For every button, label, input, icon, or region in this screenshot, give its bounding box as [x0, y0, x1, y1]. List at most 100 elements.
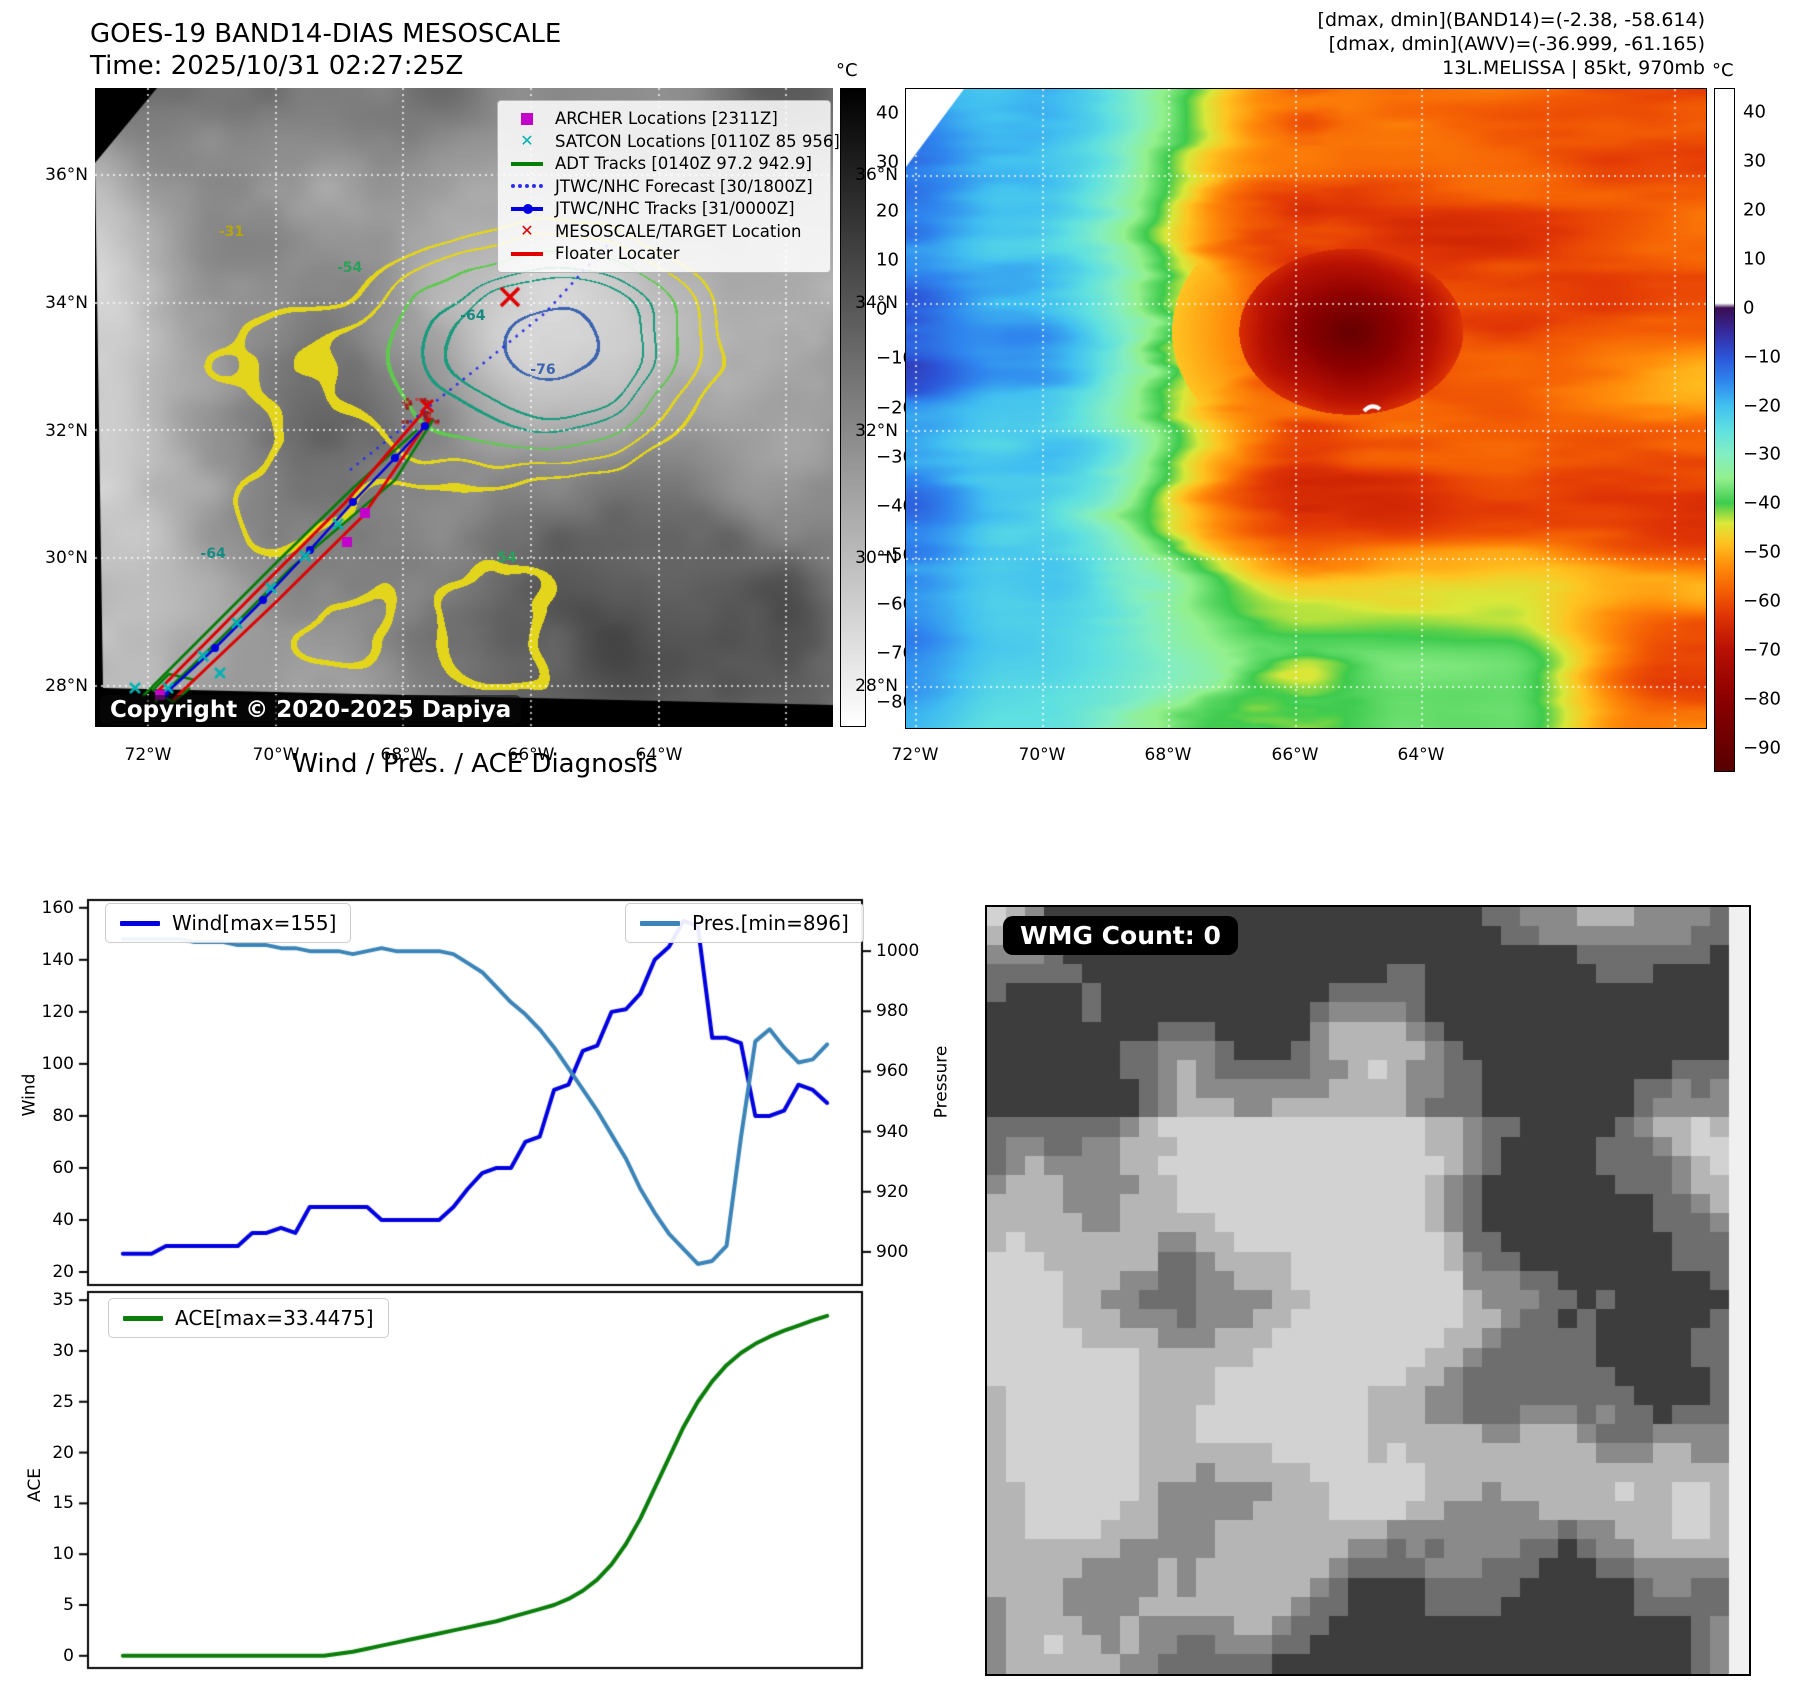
- lat-tick-label: 30°N: [855, 548, 898, 569]
- lon-tick-label: 64°W: [1397, 745, 1445, 765]
- y-tick-label: 1000: [876, 941, 920, 962]
- y-tick-label: 920: [876, 1181, 909, 1202]
- band14-map-legend: ARCHER Locations [2311Z] ✕ SATCON Location…: [497, 100, 840, 273]
- lon-tick-label: 70°W: [252, 745, 300, 765]
- colorbar-tick-label: −20: [876, 397, 914, 418]
- colorbar-tick-label: 30: [1743, 150, 1766, 172]
- diagnosis-charts-canvas: [0, 880, 980, 1690]
- wind-legend-label: Wind[max=155]: [172, 911, 337, 935]
- lon-tick-label: 66°W: [1271, 745, 1319, 765]
- y-tick-label: 20: [52, 1261, 74, 1282]
- colorbar-tick-label: −70: [1743, 639, 1781, 661]
- line-dot-marker-icon: [508, 201, 546, 217]
- colorbar-tick-label: −80: [1743, 688, 1781, 710]
- colorbar-tick-label: −20: [1743, 395, 1781, 417]
- y-tick-label: 20: [52, 1442, 74, 1463]
- awv-storm-status: 13L.MELISSA | 85kt, 970mb: [1442, 57, 1705, 79]
- contour-label: -54: [336, 260, 363, 277]
- colorbar-tick-label: −80: [876, 691, 914, 713]
- colorbar-tick-label: −50: [1743, 541, 1781, 563]
- y-tick-label: 40: [52, 1209, 74, 1230]
- band14-time: Time: 2025/10/31 02:27:25Z: [90, 51, 464, 81]
- y-tick-label: 0: [63, 1645, 74, 1666]
- y-tick-label: 15: [52, 1493, 74, 1514]
- x-marker-icon: ✕: [520, 131, 534, 151]
- band14-title: GOES-19 BAND14-DIAS MESOSCALE: [90, 19, 562, 49]
- colorbar-tick-label: −40: [1743, 492, 1781, 514]
- y-tick-label: 35: [52, 1290, 74, 1311]
- y-tick-label: 100: [41, 1053, 74, 1074]
- band14-colorbar-unit: °C: [836, 60, 858, 81]
- colorbar-tick-label: −60: [1743, 590, 1781, 612]
- legend-item: JTWC/NHC Forecast [30/1800Z]: [508, 177, 820, 197]
- colorbar-tick-label: 10: [1743, 248, 1766, 270]
- lon-tick-label: 68°W: [380, 745, 428, 765]
- y-tick-label: 900: [876, 1241, 909, 1262]
- pressure-legend-label: Pres.[min=896]: [692, 911, 849, 935]
- contour-label: -76: [530, 362, 556, 379]
- line-marker-icon: [508, 246, 546, 262]
- lat-tick-label: 36°N: [45, 164, 88, 185]
- lat-tick-label: 36°N: [855, 164, 898, 185]
- colorbar-tick-label: 20: [1743, 199, 1766, 221]
- y-tick-label: 960: [876, 1061, 909, 1082]
- colorbar-tick-label: −60: [876, 593, 914, 615]
- diagnosis-chart-title: Wind / Pres. / ACE Diagnosis: [292, 749, 658, 779]
- lat-tick-label: 34°N: [45, 292, 88, 313]
- colorbar-tick-label: 30: [876, 151, 899, 173]
- y-tick-label: 30: [52, 1340, 74, 1361]
- lon-tick-label: 72°W: [891, 745, 939, 765]
- y-tick-label: 940: [876, 1121, 909, 1142]
- lat-tick-label: 30°N: [45, 548, 88, 569]
- colorbar-tick-label: 0: [876, 298, 888, 320]
- awv-colorbar-unit: °C: [1712, 60, 1734, 81]
- legend-item: JTWC/NHC Tracks [31/0000Z]: [508, 199, 820, 219]
- ace-legend-swatch: [123, 1315, 163, 1321]
- colorbar-tick-label: −70: [876, 642, 914, 664]
- legend-item-label: JTWC/NHC Forecast [30/1800Z]: [555, 176, 813, 196]
- legend-item-label: JTWC/NHC Tracks [31/0000Z]: [555, 199, 795, 219]
- colorbar-tick-label: 20: [876, 200, 899, 222]
- wmg-count-badge: WMG Count: 0: [1003, 916, 1238, 955]
- pressure-axis-label: Pressure: [931, 1045, 952, 1119]
- y-tick-label: 80: [52, 1105, 74, 1126]
- lat-tick-label: 34°N: [855, 292, 898, 313]
- awv-info-line1: [dmax, dmin](BAND14)=(-2.38, -58.614): [1317, 9, 1705, 31]
- legend-item-label: ARCHER Locations [2311Z]: [555, 109, 778, 129]
- legend-item-label: Floater Locater: [555, 244, 680, 264]
- dotted-line-marker-icon: [508, 178, 546, 194]
- y-tick-label: 10: [52, 1544, 74, 1565]
- ace-legend: ACE[max=33.4475]: [108, 1298, 389, 1338]
- lon-tick-label: 64°W: [635, 745, 683, 765]
- colorbar-tick-label: −30: [876, 446, 914, 468]
- y-tick-label: 160: [41, 897, 74, 918]
- contour-label: -31: [218, 223, 245, 240]
- lat-tick-label: 32°N: [855, 420, 898, 441]
- legend-item-label: MESOSCALE/TARGET Location: [555, 221, 802, 241]
- contour-label: 54: [497, 549, 517, 566]
- lon-tick-label: 72°W: [124, 745, 172, 765]
- legend-item: ✕ MESOSCALE/TARGET Location: [508, 222, 820, 242]
- lon-tick-label: 70°W: [1018, 745, 1066, 765]
- wmg-grid-canvas: [985, 905, 1751, 1676]
- y-tick-label: 140: [41, 949, 74, 970]
- contour-label: -64: [460, 308, 486, 325]
- y-tick-label: 120: [41, 1001, 74, 1022]
- x-marker-icon: ✕: [520, 221, 534, 241]
- colorbar-tick-label: 10: [876, 249, 899, 271]
- legend-item: ARCHER Locations [2311Z]: [508, 109, 820, 129]
- wind-legend-swatch: [120, 920, 160, 926]
- ace-legend-label: ACE[max=33.4475]: [175, 1306, 374, 1330]
- colorbar-tick-label: −50: [876, 544, 914, 566]
- wind-axis-label: Wind: [19, 1073, 40, 1117]
- y-tick-label: 25: [52, 1391, 74, 1412]
- colorbar-tick-label: −10: [1743, 346, 1781, 368]
- colorbar-tick-label: 0: [1743, 297, 1755, 319]
- y-tick-label: 5: [63, 1594, 74, 1615]
- lat-tick-label: 28°N: [45, 676, 88, 697]
- legend-item-label: ADT Tracks [0140Z 97.2 942.9]: [555, 154, 812, 174]
- awv-info-line2: [dmax, dmin](AWV)=(-36.999, -61.165): [1328, 33, 1705, 55]
- square-marker-icon: [508, 111, 546, 127]
- colorbar-tick-label: −90: [1743, 737, 1781, 759]
